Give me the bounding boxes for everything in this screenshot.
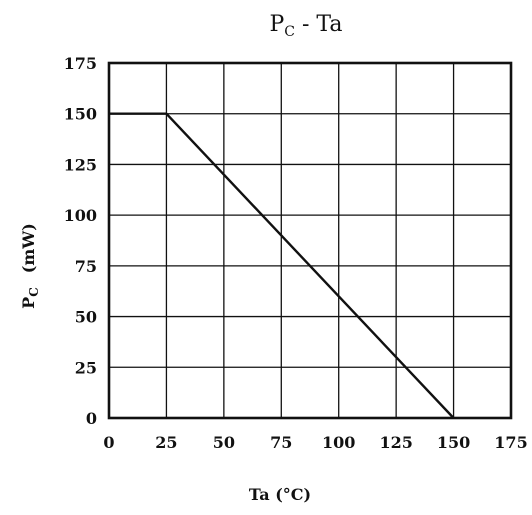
series-line-0 xyxy=(109,112,455,419)
ylabel-p: P xyxy=(19,297,38,309)
title-rest: - Ta xyxy=(295,12,343,37)
y-tick-label-3: 75 xyxy=(75,257,97,276)
plot-frame xyxy=(107,61,513,420)
y-tick-label-6: 150 xyxy=(64,105,97,124)
x-tick-label-3: 75 xyxy=(270,433,292,452)
series-group xyxy=(109,112,455,419)
y-axis-label: PC (mW) xyxy=(19,223,41,309)
chart-title: PC - Ta xyxy=(269,12,342,40)
y-tick-labels: 0 25 50 75 100 125 150 175 xyxy=(64,54,97,428)
plot-border xyxy=(107,61,513,420)
y-tick-label-2: 50 xyxy=(75,308,97,327)
x-axis-label: Ta (°C) xyxy=(249,485,311,504)
ylabel-unit: (mW) xyxy=(19,223,38,273)
title-p: P xyxy=(269,12,284,37)
x-tick-label-1: 25 xyxy=(155,433,177,452)
x-tick-labels: 0 25 50 75 100 125 150 175 xyxy=(103,433,527,452)
x-tick-label-2: 50 xyxy=(213,433,235,452)
x-tick-label-5: 125 xyxy=(379,433,412,452)
ylabel-subscript: C xyxy=(27,287,41,297)
x-tick-label-0: 0 xyxy=(103,433,114,452)
y-tick-label-7: 175 xyxy=(64,54,97,73)
y-tick-label-4: 100 xyxy=(64,206,97,225)
x-tick-label-6: 150 xyxy=(437,433,470,452)
x-tick-label-4: 100 xyxy=(322,433,355,452)
grid xyxy=(108,62,512,419)
y-tick-label-5: 125 xyxy=(64,155,97,174)
y-tick-label-1: 25 xyxy=(75,358,97,377)
title-subscript: C xyxy=(284,24,295,40)
y-tick-label-0: 0 xyxy=(86,409,97,428)
x-tick-label-7: 175 xyxy=(494,433,527,452)
